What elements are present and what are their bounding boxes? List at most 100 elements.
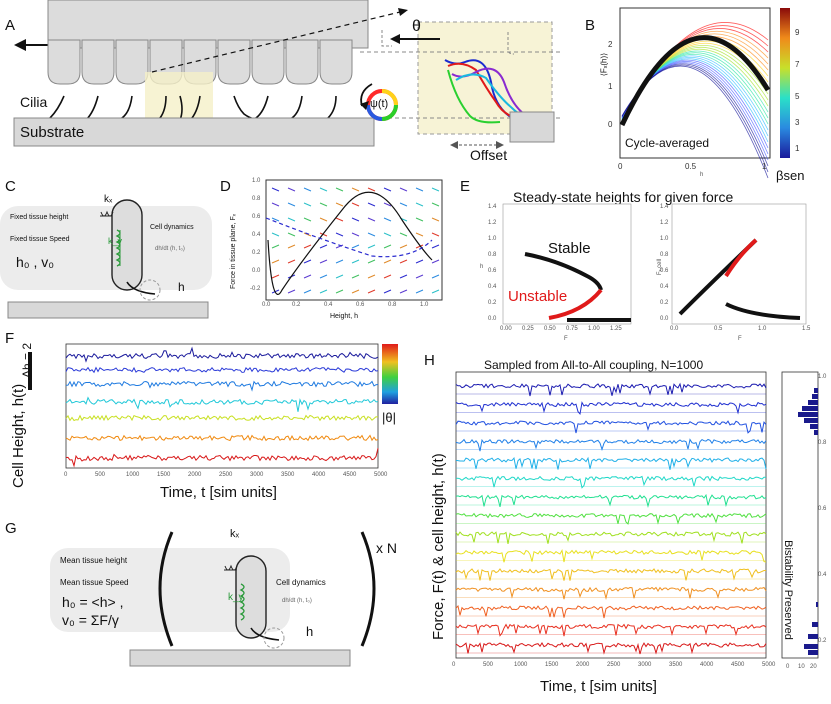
h-hist-bar — [816, 602, 818, 607]
h-xtick: 3500 — [669, 662, 683, 668]
f-xtick: 4000 — [312, 472, 326, 478]
panel-c-label: C — [5, 178, 16, 195]
e-right-ytick: 0.2 — [660, 300, 669, 306]
d-ytick: 0.0 — [252, 268, 261, 274]
g-v-eq: v₀ = ΣF/γ — [62, 612, 119, 628]
d-xtick: 0.8 — [388, 302, 397, 308]
panel-a-label: A — [5, 17, 16, 34]
g-ky: k_y — [228, 592, 244, 603]
d-field-arrow — [351, 217, 360, 222]
panel-h-chart — [455, 371, 767, 659]
b-ylabel: ⟨Fₓ(h)⟩ — [599, 52, 609, 77]
panel-a-diagram — [13, 0, 560, 149]
h-ylabel: Force, F(t) & cell height, h(t) — [430, 453, 447, 640]
d-field-arrow — [415, 274, 424, 279]
d-field-arrow — [351, 202, 360, 207]
panel-b-label: B — [585, 17, 596, 34]
phase-wheel-icon — [360, 83, 398, 121]
g-cell-dynamics: Cell dynamics — [276, 578, 326, 587]
d-xtick: 1.0 — [420, 302, 429, 308]
d-ytick: -0.2 — [250, 286, 261, 292]
f-trace — [65, 346, 379, 363]
d-field-arrow — [287, 244, 296, 249]
h-trace — [455, 568, 766, 581]
h-trace — [455, 475, 767, 489]
h-trace — [455, 549, 767, 563]
panel-h-label: H — [424, 352, 435, 369]
h-side-tick: 0.4 — [818, 572, 827, 578]
h-hist-bar — [798, 412, 818, 417]
panel-h-histogram — [781, 371, 819, 659]
h-xtick: 500 — [483, 662, 494, 668]
g-mean-height: Mean tissue height — [60, 556, 128, 565]
h-side-tick: 1.0 — [818, 374, 827, 380]
e-right-xtick: 0.0 — [670, 326, 679, 332]
d-field-arrow — [351, 187, 360, 192]
d-xtick: 0.2 — [292, 302, 301, 308]
h-side-label: Bistability Preserved — [782, 540, 794, 640]
panel-e-left-chart — [502, 203, 632, 325]
d-field-arrow — [383, 259, 392, 264]
d-field-arrow — [303, 202, 312, 207]
h-trace — [455, 438, 767, 452]
panel-f-label: F — [5, 330, 15, 347]
e-left-ytick: 0.4 — [488, 284, 497, 290]
b-xtick: 0.5 — [685, 162, 697, 171]
d-ytick: 0.6 — [252, 214, 261, 220]
e-right-ytick: 1.0 — [660, 236, 669, 242]
h-trace — [455, 604, 767, 619]
d-field-arrow — [271, 274, 280, 279]
d-field-arrow — [271, 217, 280, 222]
e-right-unstable — [724, 238, 758, 278]
c-cell-dynamics: Cell dynamics — [150, 224, 194, 231]
e-title: Steady-state heights for given force — [513, 189, 734, 205]
d-field-arrow — [383, 232, 392, 237]
d-field-arrow — [399, 232, 408, 237]
c-fixed-height: Fixed tissue height — [10, 214, 69, 221]
h-side-xtick: 10 — [798, 664, 805, 670]
c-fixed-speed: Fixed tissue Speed — [10, 236, 70, 243]
colorbar — [780, 8, 790, 158]
h-hist-bar — [808, 400, 818, 405]
f-colorbar — [382, 344, 398, 404]
b-xlabel: h — [700, 172, 704, 178]
d-field-arrow — [287, 187, 296, 192]
d-field-arrow — [319, 217, 328, 222]
b-cbar-tick: 1 — [795, 144, 800, 153]
h-hist-bar — [802, 406, 818, 411]
e-left-xtick: 0.25 — [522, 326, 534, 332]
h-trace — [455, 531, 767, 544]
d-field-arrow — [319, 244, 328, 249]
e-right-ytick: 1.2 — [660, 220, 669, 226]
d-field-arrow — [431, 202, 440, 207]
d-ytick: 0.2 — [252, 250, 261, 256]
e-left-xlabel: F — [564, 336, 568, 342]
panel-b-chart — [619, 7, 790, 179]
f-trace — [65, 414, 379, 422]
d-field-arrow — [367, 202, 376, 207]
h-side-tick: 0.8 — [818, 440, 827, 446]
d-field-arrow — [367, 259, 376, 264]
d-ylabel: Force in tissue plane, Fₓ — [230, 213, 238, 290]
d-field-arrow — [399, 274, 408, 279]
h-hist-bar — [812, 394, 818, 399]
h-xtick: 5000 — [762, 662, 776, 668]
g-times-n: x N — [376, 540, 397, 556]
c-kx: kₓ — [104, 194, 113, 205]
d-field-arrow — [415, 217, 424, 222]
d-field-arrow — [415, 259, 424, 264]
f-xtick: 2500 — [219, 472, 233, 478]
d-field-arrow — [351, 274, 360, 279]
f-xlabel: Time, t [sim units] — [160, 484, 277, 501]
e-left-xtick: 0.50 — [544, 326, 556, 332]
b-ytick: 2 — [608, 40, 613, 49]
e-left-ytick: 1.2 — [488, 220, 497, 226]
g-kx: kₓ — [230, 528, 240, 540]
d-field-arrow — [287, 232, 296, 237]
d-field-arrow — [367, 289, 376, 294]
d-field-arrow — [335, 217, 344, 222]
e-left-ytick: 0.8 — [488, 252, 497, 258]
d-field-arrow — [383, 187, 392, 192]
h-trace — [455, 401, 767, 416]
motion-arrow-head — [14, 39, 26, 51]
